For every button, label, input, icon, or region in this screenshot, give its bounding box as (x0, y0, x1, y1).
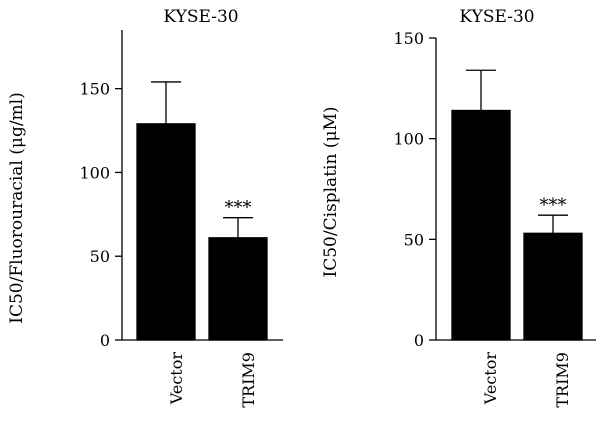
chart-title: KYSE-30 (459, 7, 534, 27)
bar (523, 232, 583, 341)
y-tick-label: 0 (414, 331, 424, 350)
chart-panel-fluorouracil: KYSE-30 IC50/Fluorouracial (μg/ml) 0 50 10… (7, 7, 283, 408)
y-tick-label: 150 (393, 29, 424, 48)
y-tick-label: 50 (404, 230, 424, 249)
x-category-label: Vector (481, 352, 500, 406)
y-tick-label: 50 (90, 247, 110, 266)
chart-panel-cisplatin: KYSE-30 IC50/Cisplatin (μM) 0 50 100 150 Vec… (321, 7, 596, 408)
chart-title: KYSE-30 (163, 7, 238, 27)
bar (208, 237, 268, 341)
x-category-label: TRIM9 (239, 352, 258, 408)
y-tick-label: 0 (100, 331, 110, 350)
x-category-label: TRIM9 (553, 352, 572, 408)
bar (451, 109, 511, 341)
bar (136, 123, 196, 341)
x-category-label: Vector (167, 352, 186, 406)
y-tick-label: 150 (79, 80, 110, 99)
significance-label: *** (540, 195, 567, 216)
y-tick-label: 100 (79, 163, 110, 182)
y-axis-label: IC50/Fluorouracial (μg/ml) (7, 92, 27, 323)
y-tick-label: 100 (393, 130, 424, 149)
significance-label: *** (225, 198, 252, 219)
y-axis-label: IC50/Cisplatin (μM) (321, 106, 341, 277)
